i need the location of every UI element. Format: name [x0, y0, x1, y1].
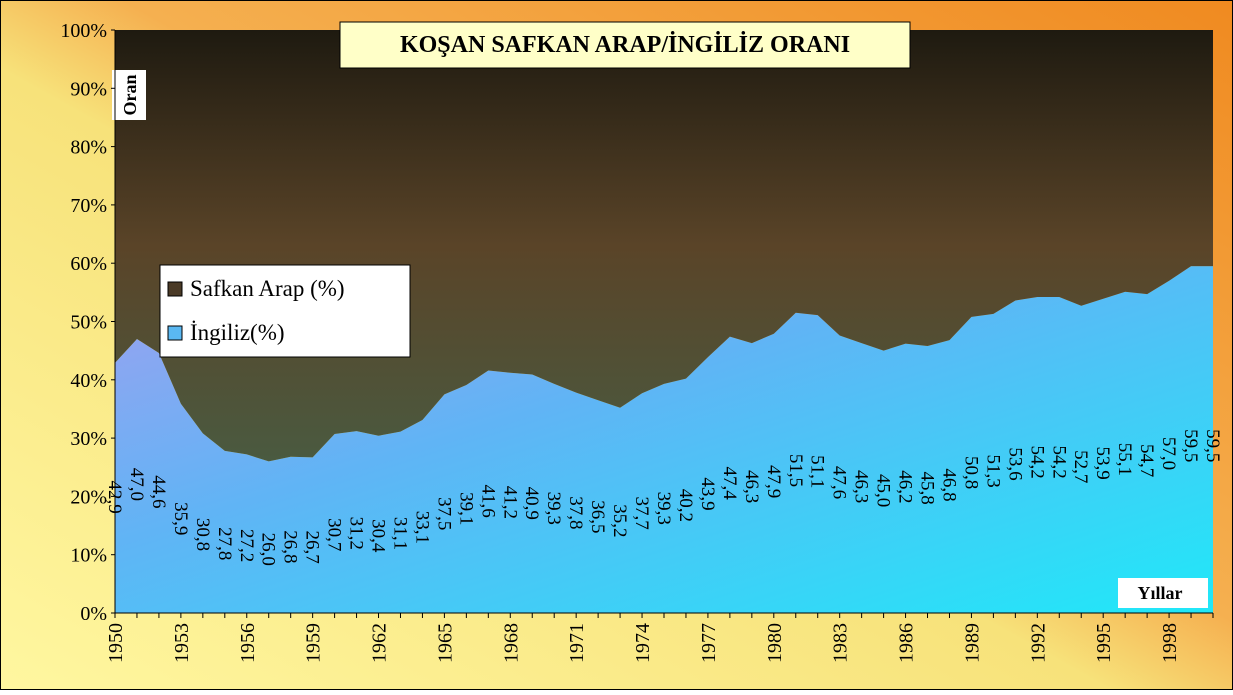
- x-tick-label: 1962: [369, 623, 391, 663]
- data-label: 47,0: [126, 468, 147, 501]
- x-axis-label: Yıllar: [1138, 583, 1183, 603]
- data-label: 39,3: [653, 492, 674, 525]
- x-tick-label: 1992: [1027, 623, 1049, 663]
- data-label: 45,8: [917, 471, 938, 504]
- y-tick-label: 90%: [70, 78, 107, 100]
- data-label: 43,9: [697, 477, 718, 510]
- y-tick-label: 10%: [70, 545, 107, 567]
- data-label: 39,1: [455, 492, 476, 525]
- x-tick-label: 1953: [171, 623, 193, 663]
- data-label: 41,6: [477, 484, 498, 517]
- data-label: 47,4: [719, 467, 740, 501]
- x-tick-label: 1971: [566, 623, 588, 663]
- x-tick-label: 1995: [1093, 623, 1115, 663]
- data-label: 51,3: [982, 454, 1003, 487]
- x-tick-label: 1986: [896, 623, 918, 663]
- data-label: 30,7: [324, 518, 345, 551]
- data-label: 33,1: [411, 511, 432, 544]
- data-label: 51,5: [785, 454, 806, 487]
- data-label: 37,5: [433, 497, 454, 530]
- data-label: 54,2: [1026, 446, 1047, 479]
- data-label: 37,8: [565, 496, 586, 529]
- y-tick-label: 70%: [70, 195, 107, 217]
- data-label: 47,6: [829, 466, 850, 499]
- data-label: 36,5: [587, 500, 608, 533]
- data-label: 30,4: [368, 519, 389, 553]
- legend-swatch: [168, 326, 182, 340]
- data-label: 53,9: [1092, 446, 1113, 479]
- y-tick-label: 20%: [70, 486, 107, 508]
- x-tick-label: 1956: [237, 623, 259, 663]
- x-tick-label: 1974: [632, 623, 654, 663]
- data-label: 53,6: [1004, 447, 1025, 480]
- data-label: 30,8: [192, 518, 213, 551]
- y-tick-label: 0%: [80, 603, 107, 625]
- y-tick-label: 60%: [70, 253, 107, 275]
- data-label: 54,2: [1048, 446, 1069, 479]
- data-label: 51,1: [807, 455, 828, 488]
- x-tick-label: 1977: [698, 623, 720, 663]
- data-label: 41,2: [499, 486, 520, 519]
- legend-swatch: [168, 282, 182, 296]
- data-label: 59,5: [1202, 429, 1223, 462]
- x-tick-label: 1968: [500, 623, 522, 663]
- data-label: 55,1: [1114, 443, 1135, 476]
- legend: Safkan Arap (%) İngiliz(%): [160, 265, 410, 357]
- x-tick-label: 1980: [764, 623, 786, 663]
- data-label: 46,3: [741, 470, 762, 503]
- data-label: 46,8: [938, 468, 959, 501]
- x-tick-label: 1998: [1159, 623, 1181, 663]
- data-label: 31,1: [389, 517, 410, 550]
- y-tick-label: 80%: [70, 137, 107, 159]
- data-label: 47,9: [763, 465, 784, 498]
- data-label: 46,3: [851, 470, 872, 503]
- x-tick-label: 1989: [961, 623, 983, 663]
- x-tick-label: 1983: [830, 623, 852, 663]
- data-label: 46,2: [895, 470, 916, 503]
- y-axis-label: Oran: [120, 74, 140, 115]
- data-label: 54,7: [1136, 444, 1157, 477]
- data-label: 52,7: [1070, 450, 1091, 483]
- data-label: 26,0: [258, 533, 279, 566]
- data-label: 40,2: [675, 489, 696, 522]
- y-tick-label: 50%: [70, 312, 107, 334]
- x-tick-label: 1965: [434, 623, 456, 663]
- data-label: 31,2: [346, 517, 367, 550]
- data-label: 45,0: [873, 474, 894, 507]
- data-label: 59,5: [1180, 429, 1201, 462]
- legend-label: İngiliz(%): [190, 320, 285, 345]
- data-label: 40,9: [521, 487, 542, 520]
- data-label: 44,6: [148, 475, 169, 508]
- x-tick-label: 1950: [105, 623, 127, 663]
- data-label: 27,8: [214, 527, 235, 560]
- data-label: 50,8: [960, 456, 981, 489]
- chart-title: KOŞAN SAFKAN ARAP/İNGİLİZ ORANI: [400, 32, 850, 58]
- data-label: 39,3: [543, 492, 564, 525]
- chart: 42,947,044,635,930,827,827,226,026,826,7…: [0, 0, 1233, 690]
- data-label: 35,9: [170, 502, 191, 535]
- y-tick-label: 100%: [60, 20, 107, 42]
- data-label: 37,7: [631, 497, 652, 530]
- data-label: 26,7: [302, 530, 323, 563]
- data-label: 57,0: [1158, 437, 1179, 470]
- data-label: 26,8: [280, 530, 301, 563]
- data-label: 27,2: [236, 529, 257, 562]
- y-tick-label: 30%: [70, 428, 107, 450]
- x-tick-label: 1959: [303, 623, 325, 663]
- legend-label: Safkan Arap (%): [190, 276, 345, 301]
- y-tick-label: 40%: [70, 370, 107, 392]
- data-label: 35,2: [609, 504, 630, 537]
